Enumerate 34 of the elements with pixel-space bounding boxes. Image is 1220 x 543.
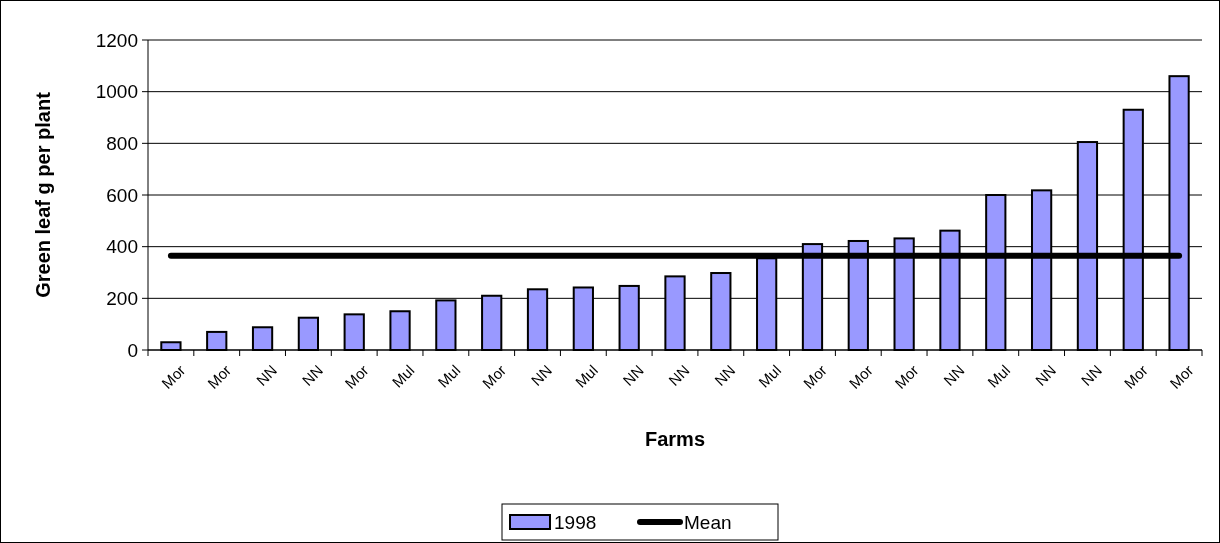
x-tick-label: NN: [1031, 361, 1060, 389]
legend-label: Mean: [684, 511, 732, 533]
x-tick-label: NN: [619, 361, 647, 389]
x-tick-label: NN: [1077, 361, 1105, 389]
x-tick-label: NN: [252, 361, 281, 389]
x-tick-label: Mor: [478, 361, 510, 392]
x-tick-label: Mor: [799, 361, 831, 392]
x-tick-label: Mor: [341, 361, 372, 392]
x-axis-title: Farms: [644, 428, 706, 450]
x-tick-label: Mor: [158, 361, 189, 392]
y-axis-title: Green leaf g per plant: [32, 91, 54, 298]
y-tick-label: 600: [106, 184, 138, 206]
x-tick-label: Mul: [984, 361, 1014, 391]
x-tick-label: Mul: [434, 361, 464, 391]
y-tick-label: 400: [106, 236, 138, 258]
y-tick-label: 1200: [95, 29, 138, 51]
y-tick-label: 0: [127, 339, 138, 361]
x-tick-label: Mul: [755, 361, 785, 391]
x-tick-label: Mor: [845, 361, 876, 392]
y-tick-label: 800: [106, 132, 138, 154]
y-tick-label: 200: [106, 287, 138, 309]
y-tick-label: 1000: [95, 81, 138, 103]
x-tick-label: NN: [527, 361, 556, 389]
x-tick-label: Mul: [571, 361, 601, 391]
x-tick-label: Mor: [203, 361, 235, 392]
legend-label: 1998: [554, 511, 597, 533]
x-tick-label: Mor: [891, 361, 922, 392]
x-tick-label: Mor: [1166, 361, 1197, 392]
x-tick-label: NN: [298, 361, 326, 389]
x-tick-label: NN: [665, 361, 693, 389]
x-tick-label: NN: [940, 361, 968, 389]
x-tick-label: Mor: [1120, 361, 1151, 392]
x-tick-label: NN: [711, 361, 739, 389]
x-tick-label: Mul: [388, 361, 418, 391]
